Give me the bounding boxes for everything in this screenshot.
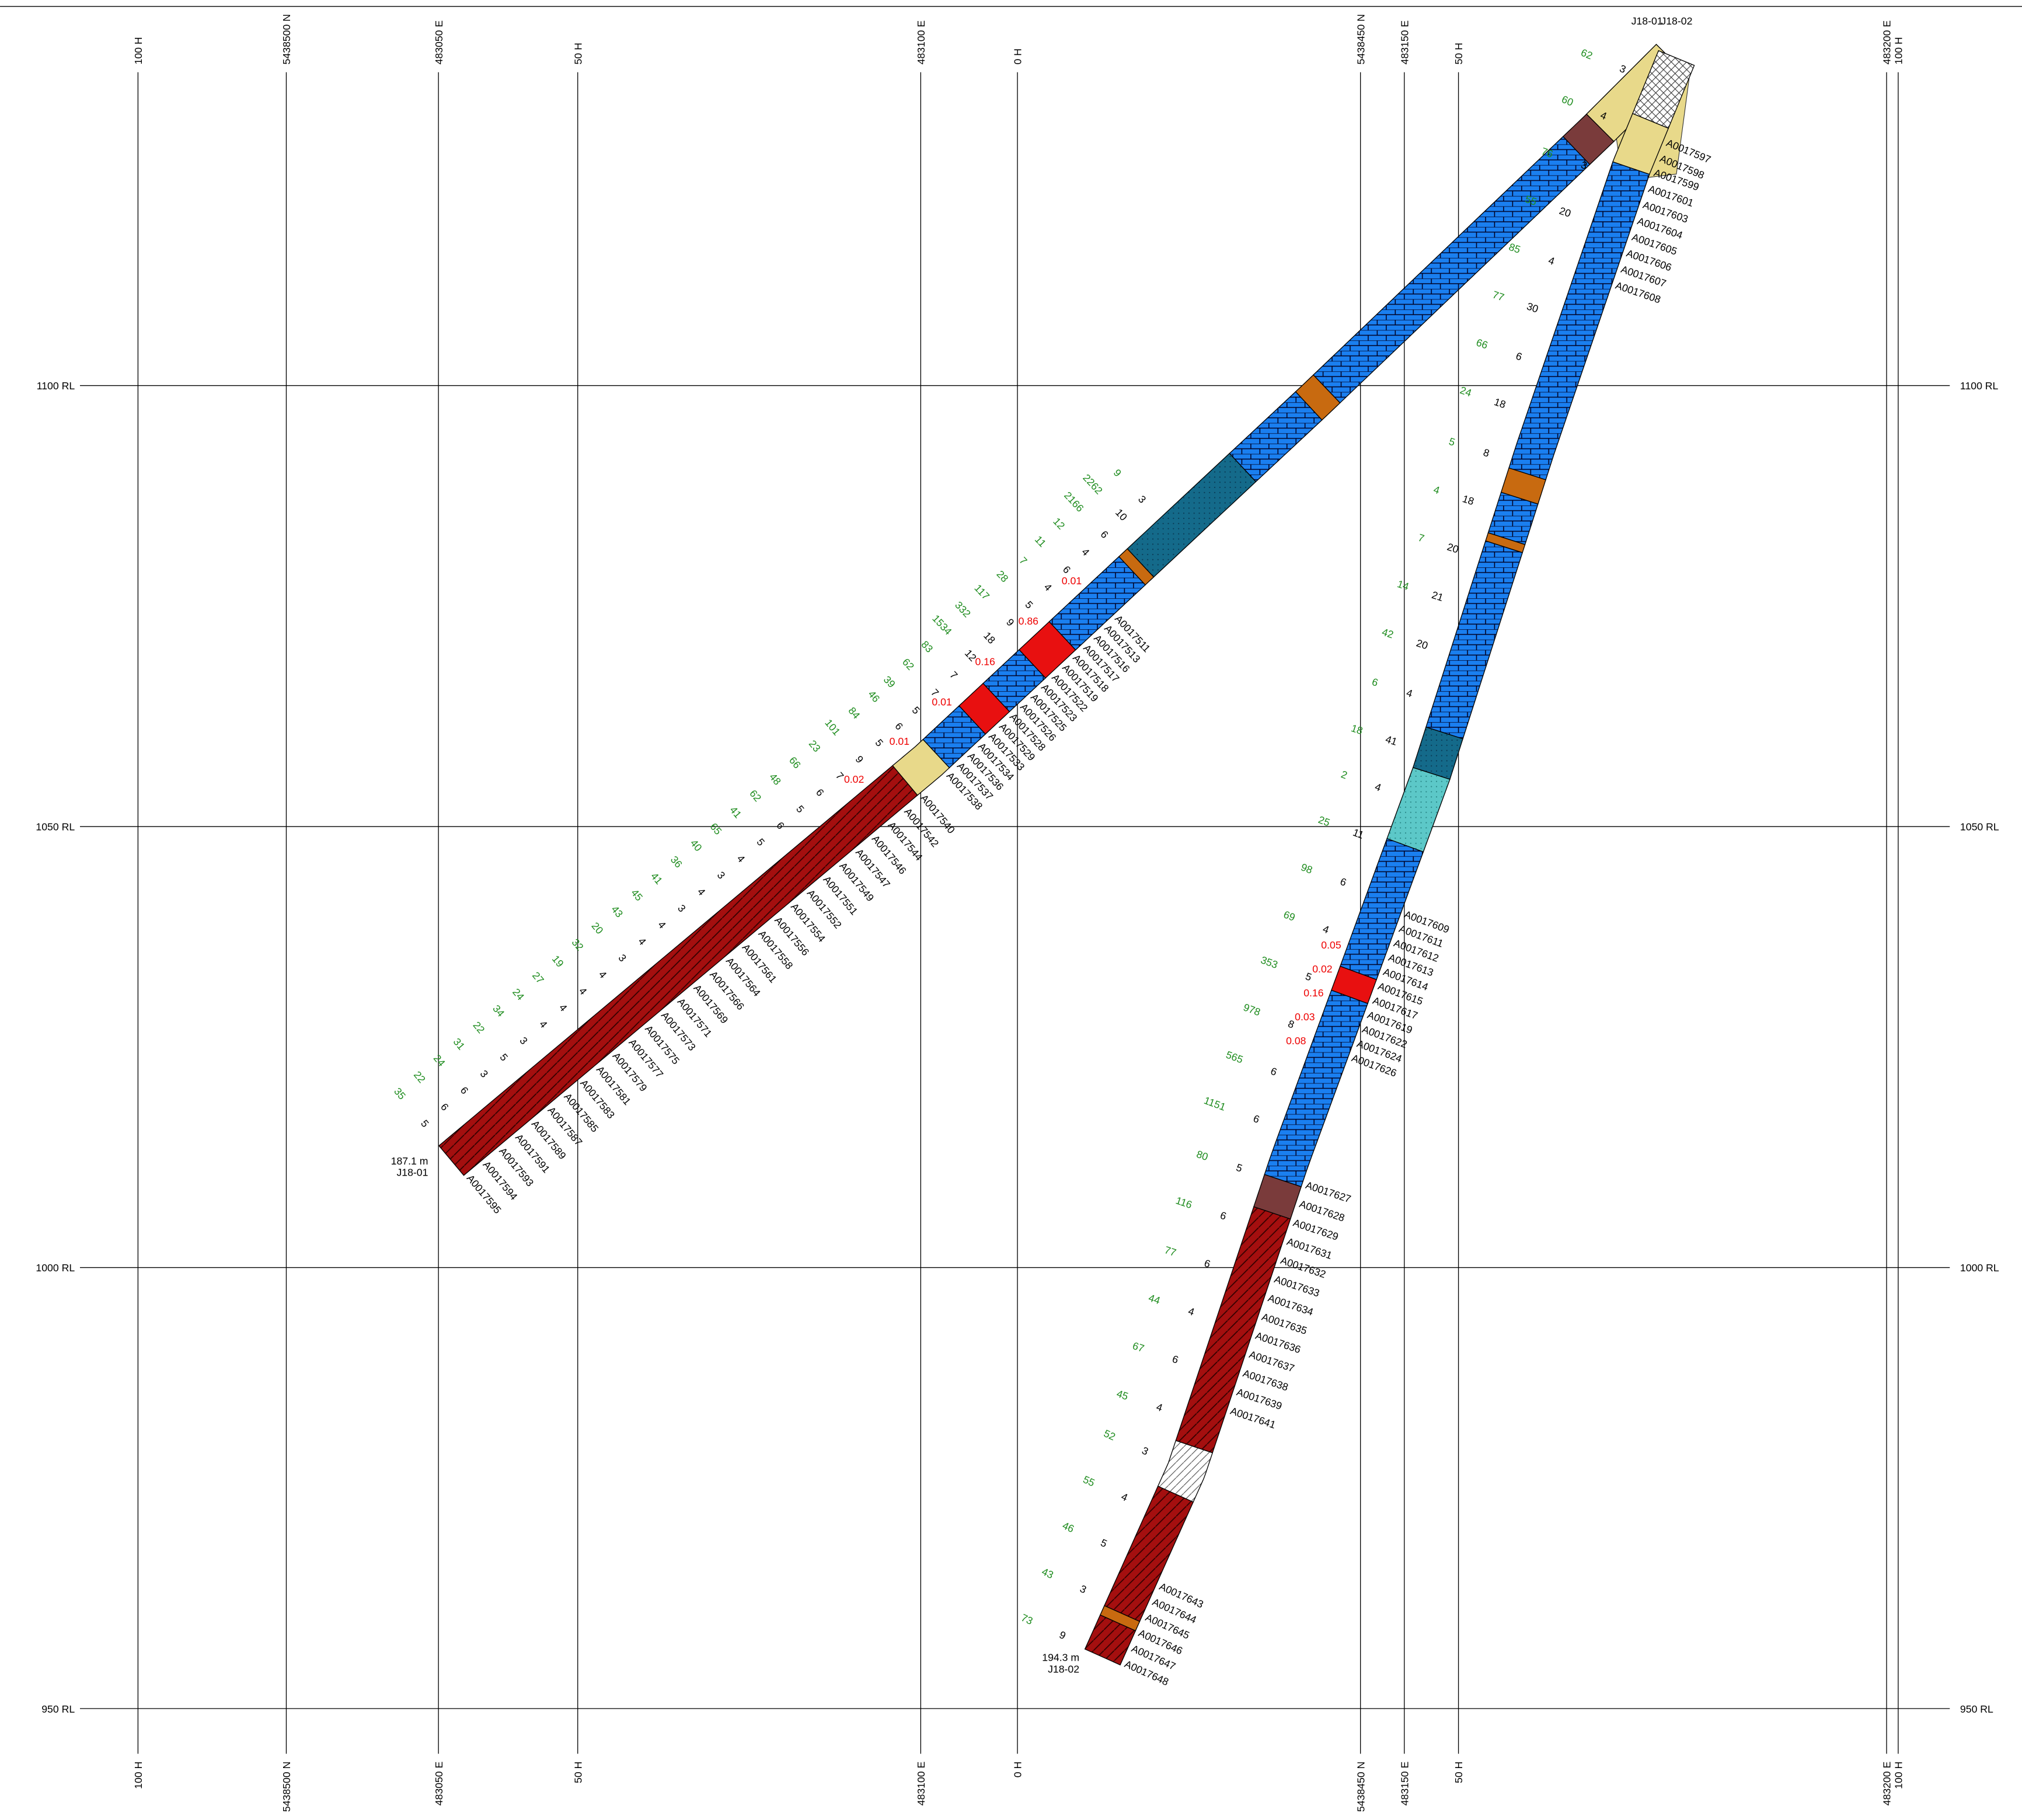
grade-value: 0.03 [1295, 1011, 1315, 1023]
grade-value: 0.02 [1312, 963, 1332, 975]
grid-label: 100 H [1893, 37, 1905, 64]
grid-label: 50 H [572, 43, 584, 64]
grid-label: 50 H [572, 1762, 584, 1783]
grid-label: 483200 E [1881, 1761, 1893, 1805]
rl-label: 1050 RL [36, 821, 75, 833]
grade-value: 0.05 [1321, 939, 1341, 951]
rl-label: 1100 RL [1960, 380, 1999, 392]
page: 100 H 100 H 5438500 N 5438500 N 483050 E 4830… [0, 0, 2022, 1820]
grid-label: 100 H [133, 1762, 144, 1789]
grid-label: 0 H [1012, 48, 1024, 64]
grid-label: 5438450 N [1355, 1762, 1366, 1812]
rl-label: 950 RL [1960, 1703, 1993, 1715]
rl-label: 1000 RL [36, 1262, 75, 1274]
grade-value: 0.02 [844, 773, 864, 785]
grid-label: 5438500 N [281, 1762, 292, 1812]
rl-label: 1100 RL [37, 380, 75, 392]
hole-name: J18-02 [1048, 1663, 1079, 1675]
rl-label: 1050 RL [1960, 821, 1999, 833]
hole-name: J18-01 [1631, 15, 1663, 27]
grid-label: 100 H [133, 37, 144, 64]
rl-label: 1000 RL [1960, 1262, 1999, 1274]
grade-value: 0.01 [890, 735, 909, 747]
grid-label: 100 H [1893, 1762, 1905, 1789]
grade-value: 0.01 [932, 696, 951, 708]
grid-label: 50 H [1453, 43, 1465, 64]
hole-depth: 187.1 m [391, 1155, 428, 1167]
grid-label: 0 H [1012, 1762, 1024, 1777]
grid-label: 483150 E [1399, 20, 1410, 65]
grid-label: 483050 E [433, 1761, 445, 1805]
hole-name: J18-02 [1661, 15, 1692, 27]
grid-label: 483200 E [1881, 20, 1893, 65]
grid-label: 483100 E [915, 20, 927, 65]
grade-value: 0.16 [1303, 987, 1324, 999]
grid-label: 483100 E [915, 1761, 927, 1805]
rl-label: 950 RL [41, 1703, 75, 1715]
grade-value: 0.16 [975, 656, 996, 667]
grade-value: 0.86 [1019, 615, 1039, 627]
grade-value: 0.01 [1062, 575, 1082, 587]
grid-label: 5438450 N [1355, 14, 1366, 64]
grade-value: 0.08 [1286, 1035, 1306, 1047]
cross-section: 100 H 100 H 5438500 N 5438500 N 483050 E 4830… [0, 0, 2022, 1820]
hole-name: J18-01 [396, 1167, 428, 1179]
grid-label: 483150 E [1399, 1761, 1410, 1805]
grid-label: 50 H [1453, 1762, 1465, 1783]
grid-label: 483050 E [433, 20, 445, 65]
hole-depth: 194.3 m [1042, 1651, 1079, 1663]
grid-label: 5438500 N [281, 14, 292, 64]
background [0, 0, 2022, 1820]
